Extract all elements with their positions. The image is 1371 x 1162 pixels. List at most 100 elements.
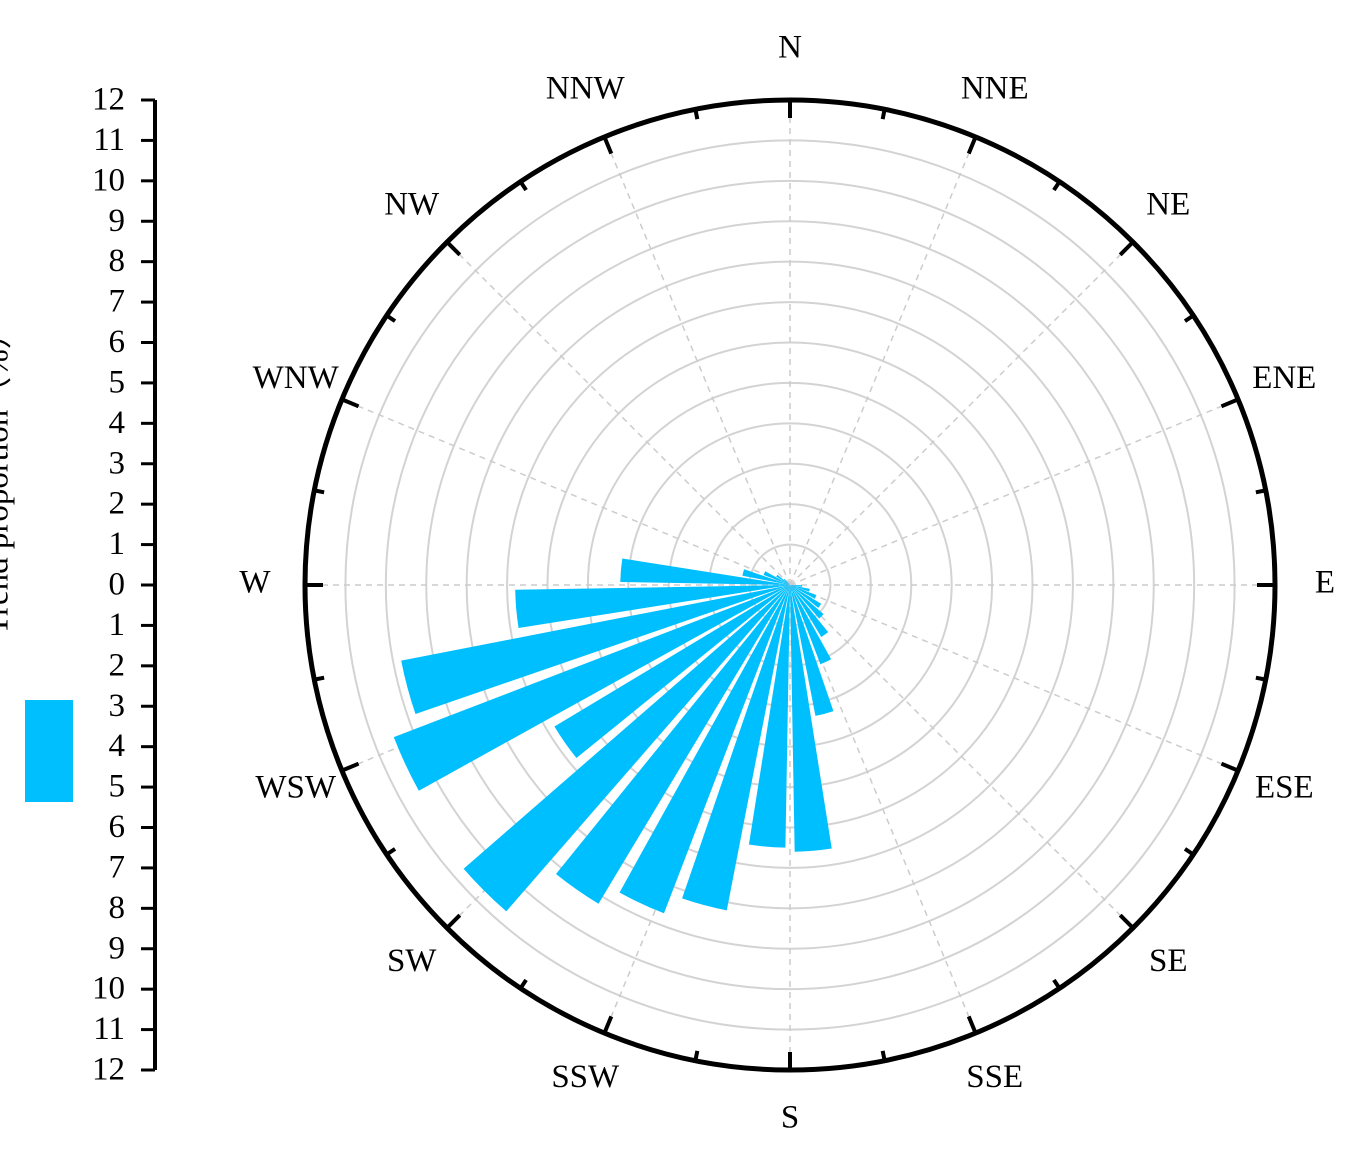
bar	[790, 585, 829, 637]
y-tick-label: 2	[109, 486, 126, 522]
bar	[619, 585, 790, 914]
bar	[783, 578, 790, 585]
direction-label: W	[239, 565, 271, 601]
spoke	[789, 584, 1239, 772]
y-tick-label: 6	[109, 809, 126, 845]
bar	[620, 558, 790, 585]
direction-label: ENE	[1252, 360, 1316, 396]
circle-tick	[518, 180, 528, 192]
direction-label: ESE	[1255, 769, 1314, 805]
bar	[682, 585, 790, 911]
circle-tick	[693, 1050, 700, 1062]
circle-tick	[1052, 180, 1062, 192]
bar	[790, 585, 810, 592]
y-tick-label: 3	[109, 445, 126, 481]
circle-tick	[1118, 913, 1135, 930]
grid-ring	[627, 422, 953, 748]
spoke	[789, 584, 1134, 929]
direction-label: N	[778, 30, 802, 66]
bar	[790, 585, 817, 599]
bar	[515, 585, 790, 628]
circle-tick	[693, 108, 700, 120]
y-tick-label: 11	[93, 122, 125, 158]
circle-tick	[385, 313, 397, 323]
direction-label: SE	[1149, 943, 1188, 979]
circle-tick	[313, 488, 325, 495]
circle-tick	[1118, 240, 1135, 257]
spoke	[789, 136, 977, 586]
y-tick-label: 1	[109, 526, 126, 562]
bar	[555, 585, 790, 904]
circle-tick	[445, 240, 462, 257]
circle-tick	[1220, 761, 1239, 773]
y-tick-label: 8	[109, 243, 126, 279]
grid-ring	[748, 543, 832, 627]
circle-tick	[1052, 978, 1062, 990]
circle-tick	[518, 978, 528, 990]
circle-tick	[602, 136, 614, 155]
y-tick-label: 0	[109, 567, 126, 603]
y-tick-label: 9	[109, 203, 126, 239]
circle-tick	[341, 397, 360, 409]
spoke	[603, 136, 791, 586]
legend-label: Trend proportion（%）	[0, 316, 16, 635]
bar	[742, 569, 790, 585]
bar	[790, 585, 832, 665]
circle-tick	[1183, 847, 1195, 857]
bar	[776, 574, 790, 585]
circle-tick	[1255, 675, 1267, 682]
y-tick-label: 1	[109, 607, 126, 643]
y-tick-label: 4	[109, 405, 126, 441]
y-tick-label: 6	[109, 324, 126, 360]
bar	[463, 585, 790, 912]
bar	[790, 585, 803, 587]
bar	[554, 585, 790, 758]
circle-tick	[966, 136, 978, 155]
bar	[401, 585, 790, 714]
y-tick-label: 10	[92, 971, 125, 1007]
y-tick-label: 7	[109, 284, 126, 320]
y-tick-label: 5	[109, 769, 126, 805]
circle-tick	[966, 1015, 978, 1034]
bar	[393, 585, 790, 791]
circle-tick	[880, 1050, 887, 1062]
direction-label: SW	[387, 943, 437, 979]
direction-label: NW	[384, 186, 440, 222]
direction-label: SSW	[551, 1059, 620, 1095]
y-tick-label: 12	[92, 82, 125, 118]
circle-tick	[445, 913, 462, 930]
y-tick-label: 5	[109, 364, 126, 400]
circle-tick	[1220, 397, 1239, 409]
circle-tick	[1255, 488, 1267, 495]
y-tick-label: 11	[93, 1011, 125, 1047]
circle-tick	[880, 108, 887, 120]
grid-ring	[384, 179, 1196, 991]
spoke	[789, 241, 1134, 586]
direction-label: S	[781, 1100, 799, 1136]
y-tick-label: 10	[92, 162, 125, 198]
bar	[790, 585, 832, 852]
spoke	[789, 398, 1239, 586]
direction-label: WSW	[255, 769, 337, 805]
direction-label: E	[1315, 565, 1335, 601]
circle-tick	[602, 1015, 614, 1034]
circle-tick	[385, 847, 397, 857]
direction-label: NE	[1146, 186, 1190, 222]
circle-tick	[341, 761, 360, 773]
spoke	[446, 241, 791, 586]
bar	[748, 585, 790, 848]
legend-swatch	[25, 700, 73, 802]
direction-label: NNE	[961, 70, 1029, 106]
circle-tick	[1183, 313, 1195, 323]
y-tick-label: 12	[92, 1052, 125, 1088]
spoke	[341, 398, 791, 586]
y-tick-label: 3	[109, 688, 126, 724]
direction-label: NNW	[546, 70, 626, 106]
bar	[790, 585, 822, 608]
direction-label: WNW	[253, 360, 340, 396]
y-tick-label: 7	[109, 849, 126, 885]
circle-tick	[313, 675, 325, 682]
y-tick-label: 8	[109, 890, 126, 926]
bar	[763, 571, 790, 585]
